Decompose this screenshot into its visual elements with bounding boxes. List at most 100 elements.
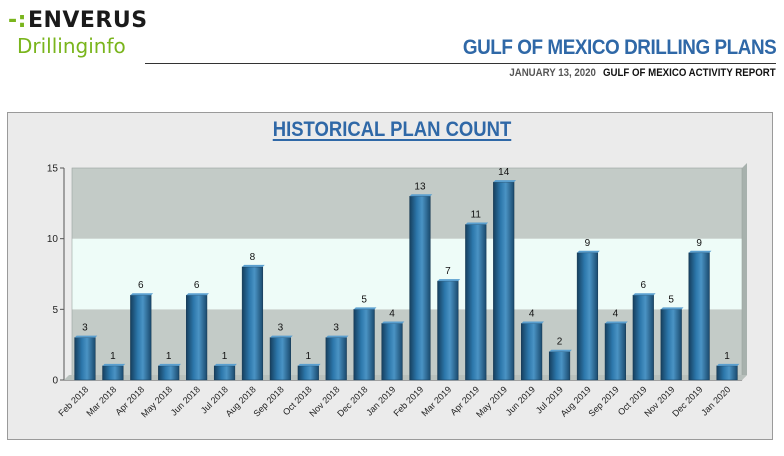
plot-band — [72, 168, 742, 239]
bar — [102, 365, 124, 381]
bar — [186, 294, 208, 381]
bar — [130, 294, 152, 381]
data-label: 14 — [498, 167, 510, 178]
data-label: 4 — [529, 308, 535, 319]
data-label: 7 — [445, 266, 451, 277]
bar — [381, 323, 403, 381]
bar — [158, 365, 180, 381]
bar-top — [465, 222, 489, 225]
bar-top — [437, 279, 461, 282]
data-label: 6 — [641, 280, 647, 291]
report-name: GULF OF MEXICO ACTIVITY REPORT — [603, 67, 776, 79]
bar-top — [605, 321, 628, 324]
bar-top — [521, 321, 544, 324]
data-label: 4 — [613, 308, 619, 319]
report-date: JANUARY 13, 2020 — [509, 67, 597, 79]
bar — [548, 351, 571, 381]
bar-top — [381, 321, 405, 324]
plot-band — [72, 309, 742, 380]
bar — [465, 224, 487, 381]
data-label: 2 — [557, 337, 563, 348]
bar — [632, 294, 654, 381]
bar-top — [325, 335, 349, 338]
bar-top — [214, 363, 237, 366]
data-label: 3 — [278, 323, 284, 334]
header-divider — [145, 63, 776, 64]
bar — [521, 323, 543, 381]
bar-top — [660, 307, 684, 310]
drillinginfo-logo: Drillinginfo — [17, 34, 126, 58]
bar — [409, 196, 431, 381]
bar-top — [102, 363, 126, 366]
y-tick-label: 0 — [52, 376, 58, 387]
bar-top — [242, 264, 265, 267]
bar-top — [632, 293, 656, 296]
bar — [437, 280, 459, 381]
bar-top — [549, 349, 572, 352]
bar-top — [158, 363, 182, 366]
x-tick-label: Mar 2019 — [419, 384, 453, 418]
bar — [353, 309, 375, 381]
x-tick-label: Dec 2018 — [335, 384, 369, 418]
bar — [241, 266, 264, 381]
logo-wordmark: ENVERUS — [27, 8, 148, 33]
data-label: 1 — [306, 351, 312, 362]
y-tick-label: 15 — [47, 164, 59, 175]
x-tick-label: Jun 2019 — [504, 384, 537, 417]
x-tick-label: Jan 2020 — [699, 384, 732, 417]
enverus-logo: -:ENVERUS — [8, 8, 148, 33]
bar — [325, 337, 347, 381]
data-label: 3 — [82, 323, 88, 334]
data-label: 13 — [414, 181, 426, 192]
bar-top — [186, 293, 209, 296]
plot-depth-wall — [742, 163, 747, 380]
data-label: 3 — [333, 323, 339, 334]
bar — [688, 252, 710, 381]
logo-mark-icon: -: — [8, 8, 27, 33]
data-label: 9 — [585, 238, 591, 249]
data-label: 1 — [724, 351, 730, 362]
bar — [297, 365, 319, 381]
x-tick-label: Sep 2018 — [251, 384, 285, 418]
bar — [576, 252, 599, 381]
bar — [604, 323, 626, 381]
data-label: 1 — [166, 351, 172, 362]
plot-band — [72, 238, 742, 310]
bar-top — [688, 250, 712, 253]
bar — [716, 365, 738, 381]
data-label: 9 — [696, 238, 702, 249]
bar-top — [270, 335, 293, 338]
chart-title: HISTORICAL PLAN COUNT — [272, 118, 512, 141]
data-label: 5 — [361, 294, 367, 305]
y-tick-label: 5 — [52, 305, 58, 316]
bar-top — [74, 335, 98, 338]
bar-top — [353, 307, 377, 310]
bar — [660, 309, 682, 381]
bar-top — [577, 250, 600, 253]
bar-top — [409, 194, 433, 197]
bar — [269, 337, 291, 381]
x-tick-label: Mar 2018 — [84, 384, 118, 418]
bar-top — [297, 363, 321, 366]
bar — [74, 337, 96, 381]
data-label: 6 — [138, 280, 144, 291]
data-label: 8 — [250, 252, 256, 263]
x-tick-label: Dec 2019 — [670, 384, 704, 418]
y-tick-label: 10 — [47, 234, 59, 245]
data-label: 4 — [389, 308, 395, 319]
data-label: 1 — [222, 351, 228, 362]
x-tick-label: Sep 2019 — [586, 384, 620, 418]
bar — [493, 181, 515, 381]
x-tick-label: Jun 2018 — [169, 384, 202, 417]
data-label: 1 — [110, 351, 116, 362]
data-label: 11 — [471, 210, 482, 221]
bar-top — [130, 293, 154, 296]
bar — [213, 365, 236, 381]
bar-top — [716, 363, 740, 366]
data-label: 5 — [668, 294, 674, 305]
report-subheader: JANUARY 13, 2020 GULF OF MEXICO ACTIVITY … — [510, 67, 776, 79]
report-title: GULF OF MEXICO DRILLING PLANS — [462, 36, 777, 59]
bar-top — [493, 180, 517, 183]
data-label: 6 — [194, 280, 200, 291]
